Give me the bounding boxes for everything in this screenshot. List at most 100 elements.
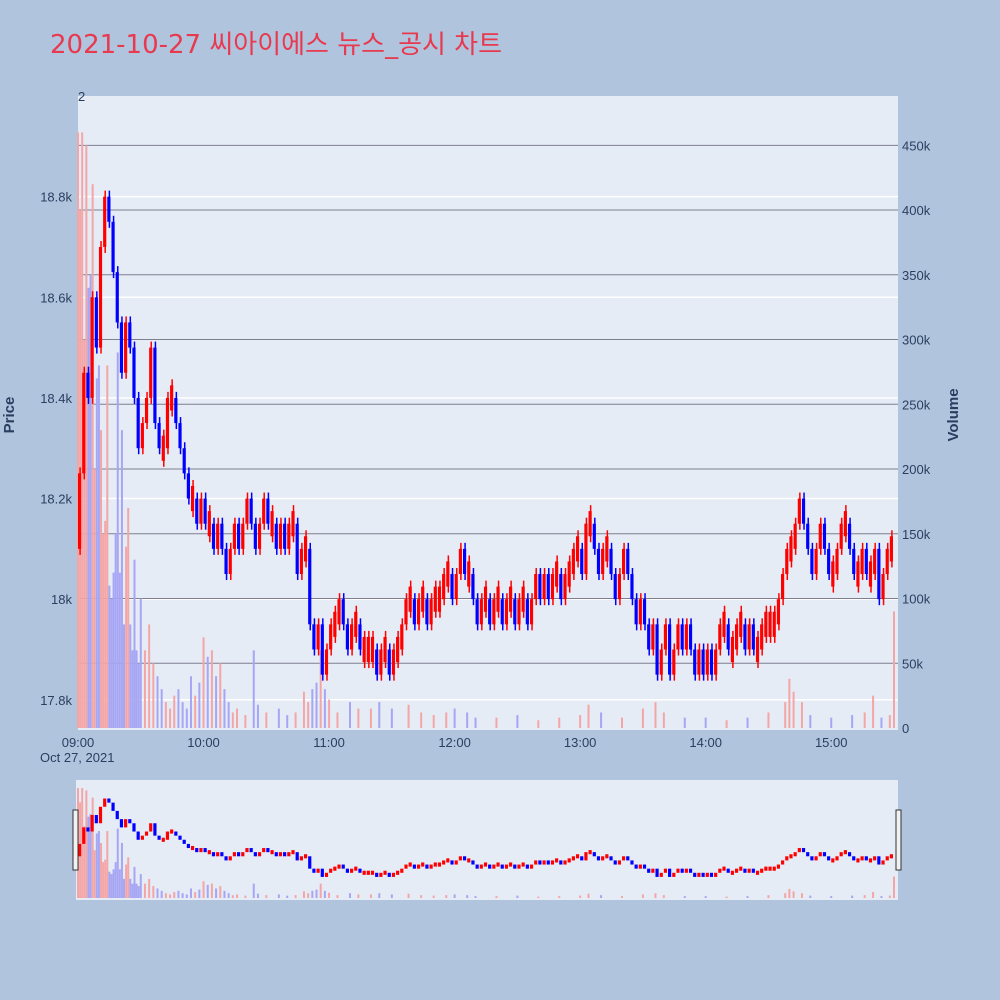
slider-candle	[228, 856, 232, 861]
slider-candle	[772, 866, 776, 871]
slider-volume-bar	[114, 862, 117, 898]
slider-candle	[697, 872, 701, 877]
slider-volume-bar	[112, 869, 115, 898]
slider-volume-bar	[863, 895, 866, 898]
slider-volume-bar	[194, 892, 197, 898]
volume-tick-label: 0	[902, 721, 909, 736]
slider-candle	[814, 856, 818, 861]
slider-candle	[785, 856, 789, 861]
range-slider-background[interactable]	[76, 780, 898, 900]
slider-volume-bar	[407, 893, 410, 898]
volume-bar	[307, 702, 310, 728]
volume-bar	[888, 715, 891, 728]
slider-candle	[270, 850, 274, 855]
volume-bar	[77, 132, 79, 728]
slider-candle	[517, 864, 521, 869]
slider-volume-bar	[108, 871, 111, 898]
volume-bar	[127, 507, 130, 728]
slider-volume-bar	[315, 889, 318, 898]
slider-volume-bar	[164, 893, 167, 898]
volume-bar	[319, 650, 322, 728]
slider-candle	[479, 864, 483, 869]
slider-candle	[521, 862, 525, 867]
slider-candle	[634, 864, 638, 869]
slider-candle	[458, 856, 462, 861]
slider-volume-bar	[231, 895, 234, 898]
volume-tick-label: 250k	[902, 397, 931, 412]
volume-bar	[89, 274, 92, 728]
slider-volume-bar	[704, 896, 707, 898]
slider-volume-bar	[123, 878, 126, 898]
slider-candle	[324, 872, 329, 877]
volume-bar	[123, 624, 126, 728]
slider-candle	[663, 868, 668, 873]
slider-volume-bar	[809, 895, 812, 898]
volume-bar	[256, 704, 259, 728]
volume-bar	[93, 469, 96, 728]
volume-bar	[863, 712, 866, 728]
volume-bar	[143, 650, 146, 728]
volume-bar	[252, 650, 255, 728]
slider-candle	[801, 848, 806, 853]
price-tick-label: 18.6k	[40, 290, 72, 305]
slider-candle	[170, 829, 174, 834]
slider-candle	[483, 862, 488, 867]
slider-candle	[190, 845, 195, 851]
slider-candle	[345, 868, 349, 873]
volume-bar	[725, 720, 728, 728]
slider-volume-bar	[95, 833, 98, 898]
slider-candle	[266, 848, 270, 853]
slider-volume-bar	[189, 888, 192, 898]
volume-bar	[466, 712, 469, 728]
slider-candle	[241, 852, 245, 857]
slider-candle	[860, 856, 864, 861]
slider-candle	[396, 870, 400, 875]
slider-candle	[454, 860, 458, 865]
time-tick-label: 09:00	[62, 735, 95, 750]
slider-volume-bar	[683, 896, 686, 898]
volume-bar	[194, 695, 197, 728]
range-slider-left-handle[interactable]	[72, 809, 79, 871]
slider-candle	[831, 858, 835, 863]
slider-volume-bar	[474, 896, 477, 898]
range-slider-right-handle[interactable]	[895, 809, 902, 871]
slider-volume-bar	[369, 894, 372, 898]
slider-candle	[287, 852, 291, 857]
slider-candle	[387, 872, 391, 877]
slider-candle	[655, 868, 659, 877]
volume-bar	[198, 682, 201, 728]
slider-volume-bar	[420, 895, 423, 898]
volume-tick-label: 300k	[902, 333, 931, 348]
slider-candle	[337, 864, 341, 869]
slider-candle	[358, 868, 362, 873]
volume-bar	[135, 650, 138, 728]
volume-bar	[87, 287, 90, 728]
slider-candle	[124, 819, 128, 828]
slider-volume-bar	[244, 895, 247, 898]
volume-bar	[474, 717, 477, 728]
volume-bar	[328, 699, 331, 728]
slider-volume-bar	[198, 889, 201, 898]
slider-candle	[601, 856, 605, 861]
slider-candle	[425, 864, 429, 869]
slider-volume-bar	[125, 864, 128, 898]
slider-candle	[550, 860, 555, 865]
slider-candle	[684, 868, 688, 873]
slider-candle	[534, 860, 538, 865]
slider-volume-bar	[328, 892, 331, 898]
slider-volume-bar	[277, 894, 280, 898]
slider-candle	[462, 856, 467, 861]
slider-candle	[475, 864, 479, 869]
volume-bar	[156, 676, 159, 728]
slider-volume-bar	[137, 886, 140, 898]
slider-candle	[132, 823, 136, 832]
slider-candle	[253, 852, 257, 857]
slider-volume-bar	[746, 896, 749, 898]
slider-candle	[617, 860, 621, 865]
volume-bar	[152, 663, 155, 728]
slider-candle	[504, 864, 509, 869]
volume-bar	[133, 559, 136, 728]
volume-bar	[683, 717, 686, 728]
slider-candle	[509, 862, 513, 867]
